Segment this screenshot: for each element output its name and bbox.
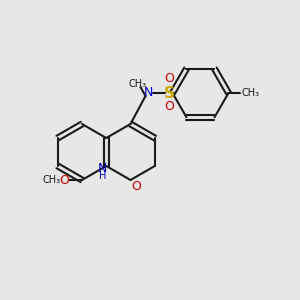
Text: N: N <box>98 163 107 176</box>
Text: O: O <box>165 73 174 85</box>
Text: S: S <box>164 85 175 100</box>
Text: O: O <box>132 179 141 193</box>
Text: CH₃: CH₃ <box>242 88 260 98</box>
Text: N: N <box>144 86 153 100</box>
Text: H: H <box>99 171 106 181</box>
Text: CH₃: CH₃ <box>43 175 61 185</box>
Text: O: O <box>165 100 174 113</box>
Text: CH₃: CH₃ <box>128 79 147 89</box>
Text: O: O <box>59 173 69 187</box>
